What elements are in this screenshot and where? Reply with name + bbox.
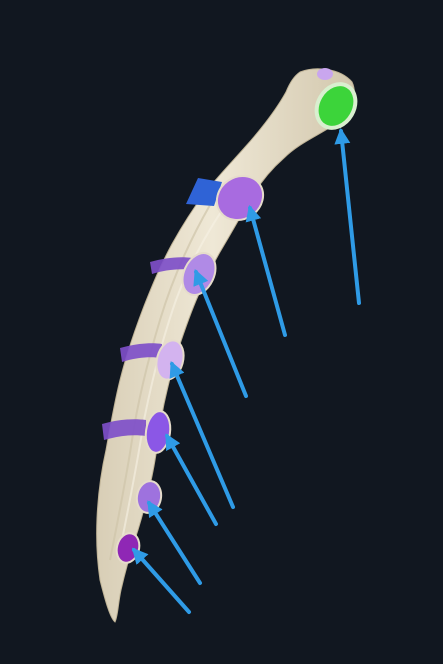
pointer-arrow [196,272,246,396]
pointer-arrow [341,131,359,303]
pointer-arrow [149,503,200,583]
pointer-arrow [134,550,189,612]
jugular-notch-marker [317,68,333,80]
pointer-arrow [172,364,233,507]
pointer-arrow [250,208,285,335]
